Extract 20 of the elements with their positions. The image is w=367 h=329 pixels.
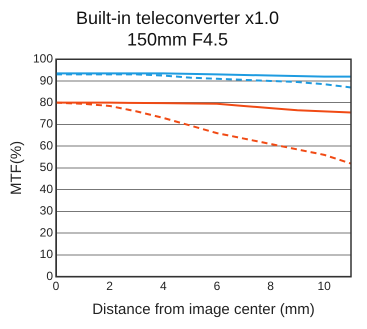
y-tick-label: 100: [32, 52, 54, 66]
y-tick-label: 90: [40, 73, 54, 88]
y-tick-label: 0: [46, 268, 54, 283]
y-tick-label: 40: [40, 182, 54, 196]
y-tick-label: 80: [40, 94, 54, 109]
y-tick-label: 20: [40, 225, 54, 240]
y-tick-label: 50: [40, 160, 54, 174]
x-tick-label: 8: [267, 279, 274, 294]
x-axis-title: Distance from image center (mm): [92, 301, 315, 318]
x-tick-label: 4: [160, 279, 167, 294]
y-tick-label: 10: [40, 247, 54, 262]
chart-title: Built-in teleconverter x1.0: [76, 8, 280, 28]
y-tick-label: 70: [40, 116, 54, 131]
x-tick-label: 6: [214, 279, 221, 294]
x-tick-label: 10: [318, 279, 332, 294]
chart-subtitle: 150mm F4.5: [126, 29, 228, 50]
y-tick-label: 30: [40, 204, 54, 218]
y-axis-title: MTF(%): [8, 140, 26, 195]
x-tick-label: 2: [106, 279, 114, 294]
y-tick-label: 60: [40, 138, 54, 152]
